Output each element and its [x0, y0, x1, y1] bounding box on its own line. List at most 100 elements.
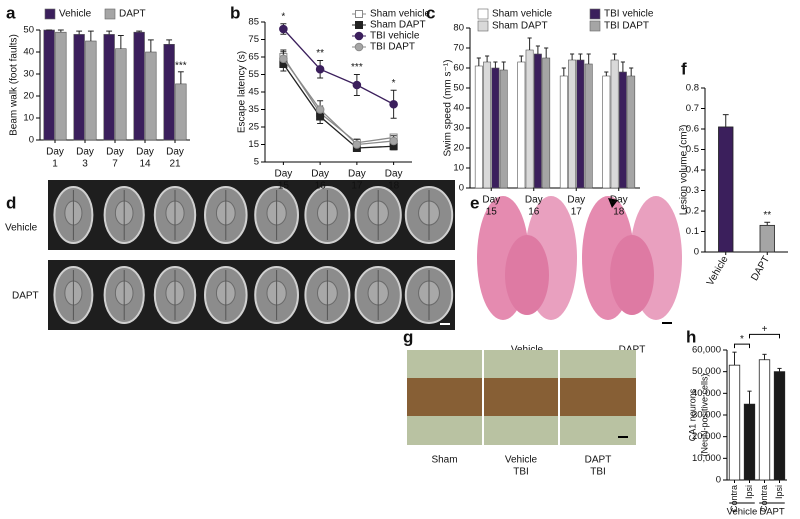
bar [743, 403, 756, 481]
image-caption: DAPT [585, 455, 612, 466]
legend-label: Vehicle [59, 9, 92, 20]
bar [491, 67, 500, 189]
x-tick-label: 14 [139, 159, 151, 170]
y-axis-label: Escape latency (s) [237, 51, 248, 133]
x-tick-label: Day [166, 147, 184, 158]
legend-swatch [477, 20, 489, 32]
panel-letter: g [403, 327, 413, 346]
series-line [282, 28, 394, 105]
y-tick-label: 10 [453, 163, 464, 174]
x-tick-label: 16 [315, 181, 327, 192]
y-axis-label: CA1 neurons [687, 388, 697, 441]
significance: *** [351, 62, 363, 73]
legend-marker [355, 21, 363, 29]
significance: * [392, 78, 396, 89]
y-tick-label: 30 [453, 123, 464, 134]
bar [584, 63, 593, 189]
y-tick-label: 10 [23, 113, 34, 124]
marker [389, 136, 398, 146]
bar [85, 40, 97, 141]
legend-swatch [589, 20, 601, 32]
image-caption: Vehicle [505, 455, 538, 466]
y-tick-label: 70 [453, 43, 464, 54]
y-tick-label: 80 [453, 23, 464, 34]
comparison-bracket [749, 333, 780, 339]
bar [773, 371, 786, 481]
y-tick-label: 0.7 [686, 103, 699, 114]
y-tick-label: 40 [23, 47, 34, 58]
legend-label: TBI DAPT [370, 42, 415, 53]
histology-band [560, 378, 636, 416]
panel-letter: f [681, 59, 687, 78]
y-tick-label: 50 [23, 25, 34, 36]
y-tick-label: 30,000 [692, 410, 721, 421]
x-tick-label: Day [348, 169, 366, 180]
bar [175, 83, 187, 141]
comparison-label: * [740, 334, 744, 345]
bar [718, 126, 734, 253]
x-tick-label: Day [567, 195, 585, 206]
y-tick-label: 60 [453, 63, 464, 74]
y-tick-label: 55 [248, 69, 259, 80]
x-tick-label: DAPT [749, 254, 772, 283]
marker [279, 24, 288, 34]
x-tick-label: Day [106, 147, 124, 158]
y-tick-label: 60,000 [692, 345, 721, 356]
y-tick-label: 0 [694, 247, 699, 258]
y-tick-label: 0.3 [686, 185, 699, 196]
bar [618, 71, 627, 189]
histology-band [407, 378, 482, 416]
panel-letter: h [686, 327, 696, 346]
x-tick-label: Day [385, 169, 403, 180]
x-tick-label: Day [482, 195, 500, 206]
y-tick-label: 20 [23, 91, 34, 102]
x-tick-label: 1 [52, 159, 58, 170]
x-tick-label: 18 [388, 181, 400, 192]
legend-swatch [589, 8, 601, 20]
bar [483, 61, 492, 189]
x-tick-label: 15 [278, 181, 290, 192]
x-tick-label: 21 [169, 159, 181, 170]
x-tick-label: Ipsi [774, 485, 784, 499]
bar [728, 364, 741, 481]
series-line [282, 58, 394, 146]
y-tick-label: 15 [248, 139, 259, 150]
group-label: DAPT [759, 507, 785, 518]
bar [517, 61, 526, 189]
bar [610, 59, 619, 189]
bar [499, 69, 508, 189]
brain-core [505, 235, 549, 315]
bar [43, 29, 55, 141]
bar [525, 49, 534, 189]
legend-swatch [44, 8, 56, 20]
brain-core [610, 235, 654, 315]
y-tick-label: 85 [248, 17, 259, 28]
y-axis-label: (NeuN-positive cells) [699, 373, 709, 456]
panel-letter: d [6, 193, 16, 212]
y-tick-label: 65 [248, 52, 259, 63]
x-tick-label: Day [76, 147, 94, 158]
bar [576, 59, 585, 189]
legend-label: DAPT [119, 9, 146, 20]
series-line [282, 56, 394, 144]
y-tick-label: 50 [453, 83, 464, 94]
x-tick-label: Contra [759, 485, 769, 512]
bar [542, 57, 551, 189]
comparison-label: + [762, 324, 768, 335]
marker [352, 80, 362, 90]
legend-label: TBI vehicle [604, 9, 654, 20]
group-label: Vehicle [727, 507, 758, 518]
x-tick-label: 15 [486, 207, 498, 218]
x-tick-label: 3 [82, 159, 88, 170]
bar [474, 65, 483, 189]
x-tick-label: 17 [351, 181, 363, 192]
y-tick-label: 35 [248, 104, 259, 115]
row-label: Vehicle [5, 223, 38, 234]
y-tick-label: 0.5 [686, 144, 699, 155]
y-tick-label: 45 [248, 87, 259, 98]
significance: * [281, 11, 285, 22]
marker [352, 140, 362, 149]
arrowhead [608, 198, 618, 208]
y-tick-label: 0 [716, 475, 721, 486]
